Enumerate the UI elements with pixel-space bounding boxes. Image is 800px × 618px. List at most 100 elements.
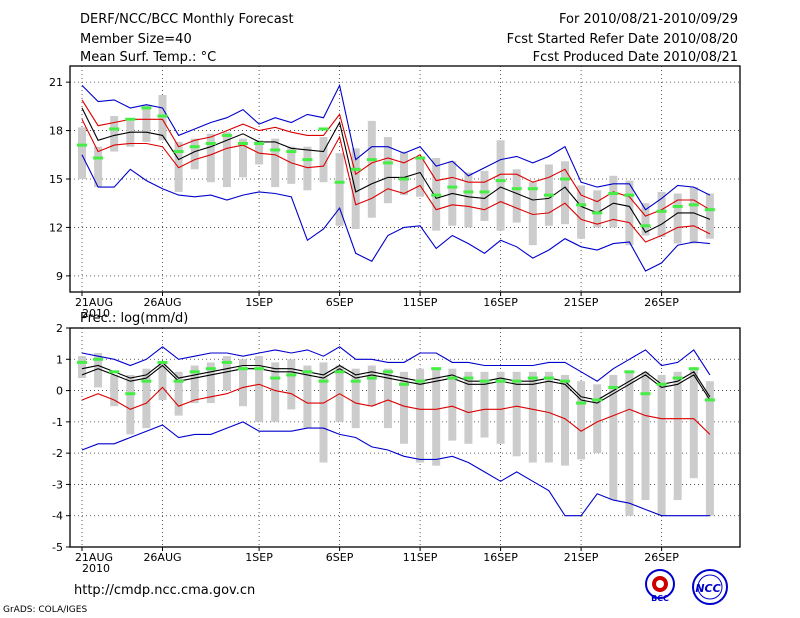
observed-marker [318,379,329,383]
spread-bar [609,374,618,501]
x-tick-label: 1SEP [245,551,273,564]
series-max-line [81,346,711,382]
spread-bar [577,381,586,460]
spread-bar [577,185,586,239]
observed-marker [399,382,409,386]
observed-marker [415,379,426,383]
spread-bar [239,138,247,178]
observed-marker [608,192,619,196]
series-lower-line [81,383,711,435]
observed-marker [93,156,104,160]
observed-marker [527,376,538,380]
spread-bar [158,95,167,141]
spread-bar [383,137,392,204]
spread-bar [158,362,167,400]
y-tick-label: 18 [49,125,63,138]
spread-bar [190,365,199,404]
spread-bar [544,371,553,463]
y-tick-label: -4 [52,510,63,523]
x-year-label: 2010 [82,562,110,575]
x-tick-label: 26AUG [143,296,181,309]
observed-marker [415,156,426,160]
observed-marker [382,370,393,374]
spread-bar [303,146,312,191]
x-tick-label: 6SEP [326,551,354,564]
observed-marker [350,379,361,383]
spread-bar [464,172,473,228]
spread-bar [593,190,602,228]
observed-marker [656,209,667,213]
spread-bar [206,362,215,404]
spread-bar [561,161,569,225]
spread-bar [512,371,521,457]
spread-bar [239,359,247,407]
ncc-logo-text: NCC [695,582,721,595]
y-tick-label: 2 [56,322,63,335]
spread-bar [657,191,666,238]
spread-bar [351,368,360,429]
x-tick-label: 26AUG [143,551,181,564]
spread-bar [142,104,151,142]
source-url[interactable]: http://cmdp.ncc.cma.gov.cn [74,583,256,598]
y-tick-label: 0 [56,385,63,398]
spread-bar [78,127,86,179]
series-upper-line [81,361,711,401]
spread-bar [271,138,280,188]
x-tick-label: 16SEP [483,551,518,564]
x-tick-label: 21AUG [75,296,113,309]
spread-bar [689,187,698,244]
observed-marker [270,148,281,152]
observed-marker [672,376,683,380]
y-tick-label: 15 [49,173,63,186]
forecast-period: For 2010/08/21-2010/09/29 [559,12,738,27]
spread-bar [673,371,682,501]
observed-marker [656,382,667,386]
spread-bar [512,169,521,223]
spread-bar [367,120,376,218]
spread-bar [222,356,231,391]
y-tick-label: -2 [52,447,63,460]
spread-bar [142,368,151,429]
series-min-line [81,421,710,517]
observed-marker [527,187,538,191]
x-tick-label: 21SEP [564,551,599,564]
observed-marker [495,179,506,183]
spread-bar [657,374,666,516]
observed-marker [479,190,490,194]
spread-bar [367,365,376,407]
observed-marker [560,177,570,181]
observed-marker [302,370,313,374]
series-mean-line [81,364,711,404]
spread-bar [528,182,537,246]
series-max-line [81,83,711,211]
spread-bar [222,132,231,188]
observed-marker [77,143,87,147]
observed-marker [270,376,281,380]
series-lower-line [81,119,711,243]
spread-bar [480,371,489,438]
spread-bar [174,371,183,416]
observed-marker [221,360,232,364]
spread-bar [416,158,425,197]
spread-bar [255,140,264,165]
spread-bar [593,384,602,454]
observed-marker [399,177,409,181]
series-mean-line [81,107,711,234]
y-tick-label: 12 [49,221,63,234]
spread-bar [126,120,135,147]
observed-marker [189,370,200,374]
spread-bar [110,374,119,407]
observed-marker [173,150,184,154]
x-tick-label: 11SEP [403,296,438,309]
observed-marker [447,185,458,189]
spread-bar [94,146,103,188]
observed-marker [576,401,587,405]
observed-marker [286,150,297,154]
x-tick-label: 16SEP [483,296,518,309]
observed-marker [560,379,570,383]
spread-bar [641,203,650,236]
observed-marker [238,141,248,145]
observed-marker [157,360,168,364]
bcc-logo-text: BCC [651,594,669,603]
